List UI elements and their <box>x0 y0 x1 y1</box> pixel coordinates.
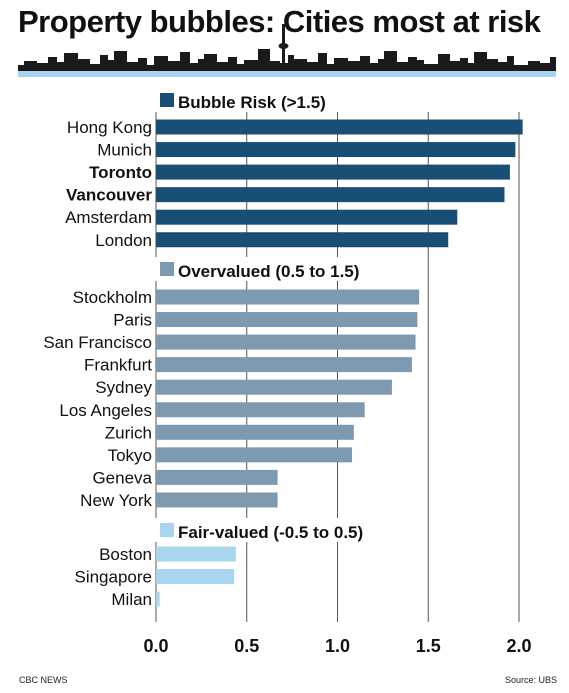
x-axis-ticks: 0.0 0.5 1.0 1.5 2.0 <box>143 636 531 656</box>
legend-background <box>155 518 372 542</box>
source-label: Source: UBS <box>504 675 557 685</box>
category-label: Los Angeles <box>59 401 152 420</box>
bar <box>156 119 523 135</box>
x-tick-label: 0.5 <box>234 636 259 656</box>
bar <box>156 492 278 508</box>
x-tick-label: 1.5 <box>416 636 441 656</box>
group-bubble: Bubble Risk (>1.5) Hong Kong Munich Toronto… <box>65 88 523 250</box>
category-label: Paris <box>113 311 152 330</box>
bar <box>156 232 449 248</box>
bar <box>156 379 392 395</box>
skyline-building <box>360 56 370 71</box>
bar <box>156 334 416 350</box>
bar <box>156 209 458 225</box>
bar <box>156 546 236 562</box>
skyline-water <box>18 71 556 77</box>
bar <box>156 447 353 463</box>
skyline-building <box>48 57 57 71</box>
chart-title: Property bubbles: Cities most at risk <box>18 4 541 39</box>
skyline-building <box>507 56 514 71</box>
x-tick-label: 1.0 <box>325 636 350 656</box>
skyline-building <box>417 60 424 71</box>
category-label: Toronto <box>89 163 152 182</box>
skyline-building <box>288 55 294 71</box>
legend-swatch <box>160 262 174 276</box>
category-label: Geneva <box>92 468 152 487</box>
skyline-building <box>100 55 108 71</box>
category-label: Boston <box>99 545 152 564</box>
bar <box>156 469 278 485</box>
legend-label: Overvalued (0.5 to 1.5) <box>178 262 359 281</box>
legend-background <box>155 257 368 281</box>
category-label: Tokyo <box>108 446 152 465</box>
category-label: New York <box>80 491 152 510</box>
skyline-building <box>180 52 190 71</box>
bar <box>156 312 418 328</box>
credit-label: CBC NEWS <box>19 675 68 685</box>
category-label: Amsterdam <box>65 208 152 227</box>
skyline-building <box>460 58 468 71</box>
category-label: Singapore <box>74 568 152 587</box>
legend-label: Bubble Risk (>1.5) <box>178 93 326 112</box>
category-label: Munich <box>97 141 152 160</box>
skyline-building <box>228 57 237 71</box>
group-overvalued: Overvalued (0.5 to 1.5) Stockholm Paris San… <box>43 257 420 510</box>
skyline-building <box>550 57 556 71</box>
category-label: San Francisco <box>43 333 152 352</box>
skyline-building <box>138 58 147 71</box>
skyline-building <box>487 59 498 71</box>
category-label: Zurich <box>105 423 152 442</box>
bar <box>156 187 505 203</box>
legend-swatch <box>160 523 174 537</box>
skyline-building <box>408 57 417 71</box>
skyline-building <box>258 49 270 71</box>
bar <box>156 357 412 373</box>
legend-background <box>155 88 334 112</box>
bar <box>156 142 516 158</box>
bar <box>156 289 420 305</box>
city-skyline-illustration <box>18 24 556 77</box>
category-label: Frankfurt <box>84 356 152 375</box>
legend-label: Fair-valued (-0.5 to 0.5) <box>178 523 363 542</box>
category-label: Stockholm <box>73 288 152 307</box>
category-label: Hong Kong <box>67 118 152 137</box>
category-label: Vancouver <box>66 186 152 205</box>
category-label: Milan <box>111 590 152 609</box>
category-label: London <box>95 231 152 250</box>
skyline-building <box>198 59 204 71</box>
legend-swatch <box>160 93 174 107</box>
bar <box>156 569 235 585</box>
skyline-building <box>378 59 384 71</box>
bar <box>156 424 354 440</box>
x-tick-label: 0.0 <box>143 636 168 656</box>
skyline-building <box>108 60 114 71</box>
group-fair: Fair-valued (-0.5 to 0.5) Boston Singapore… <box>74 518 372 609</box>
skyline-building <box>318 53 327 71</box>
bar <box>156 402 365 418</box>
skyline-building <box>244 60 258 71</box>
bar <box>156 164 510 180</box>
bar <box>156 591 160 607</box>
skyline-base <box>18 66 556 71</box>
x-tick-label: 2.0 <box>506 636 531 656</box>
category-label: Sydney <box>95 378 152 397</box>
tower-pod <box>278 43 289 49</box>
